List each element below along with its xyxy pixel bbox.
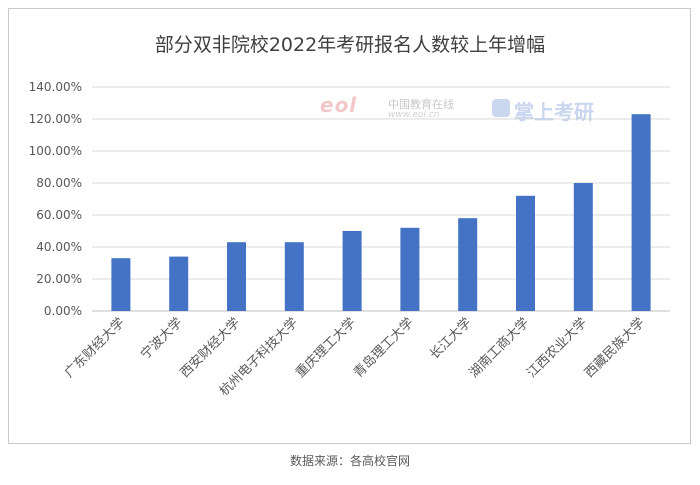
x-tick-label: 长江大学 bbox=[426, 315, 474, 363]
bar bbox=[342, 231, 362, 311]
data-source-note: 数据来源：各高校官网 bbox=[289, 454, 410, 468]
x-tick-label: 西藏民族大学 bbox=[581, 315, 647, 381]
x-tick-label: 湖南工商大学 bbox=[466, 315, 532, 381]
y-tick-label: 140.00% bbox=[29, 80, 82, 94]
x-tick-label: 宁波大学 bbox=[137, 315, 185, 363]
bar bbox=[516, 195, 535, 311]
bar bbox=[284, 242, 304, 311]
bar bbox=[227, 242, 246, 311]
bar bbox=[458, 218, 478, 311]
y-tick-label: 40.00% bbox=[36, 240, 82, 254]
bar bbox=[631, 114, 651, 311]
bar bbox=[169, 256, 189, 311]
y-tick-label: 60.00% bbox=[36, 208, 82, 222]
chart-title: 部分双非院校2022年考研报名人数较上年增幅 bbox=[154, 34, 546, 56]
kaoyan-watermark-icon bbox=[492, 99, 510, 117]
bar bbox=[111, 258, 131, 311]
y-tick-label: 80.00% bbox=[36, 176, 82, 190]
y-tick-label: 20.00% bbox=[36, 272, 82, 286]
y-tick-label: 0.00% bbox=[44, 304, 82, 318]
y-tick-label: 100.00% bbox=[29, 144, 82, 158]
x-tick-label: 江西农业大学 bbox=[524, 315, 590, 381]
bar bbox=[573, 183, 593, 311]
x-tick-label: 广东财经大学 bbox=[61, 315, 127, 381]
x-tick-label: 青岛理工大学 bbox=[350, 315, 416, 381]
bar bbox=[400, 227, 420, 311]
y-tick-label: 120.00% bbox=[29, 112, 82, 126]
x-tick-label: 重庆理工大学 bbox=[292, 315, 358, 381]
